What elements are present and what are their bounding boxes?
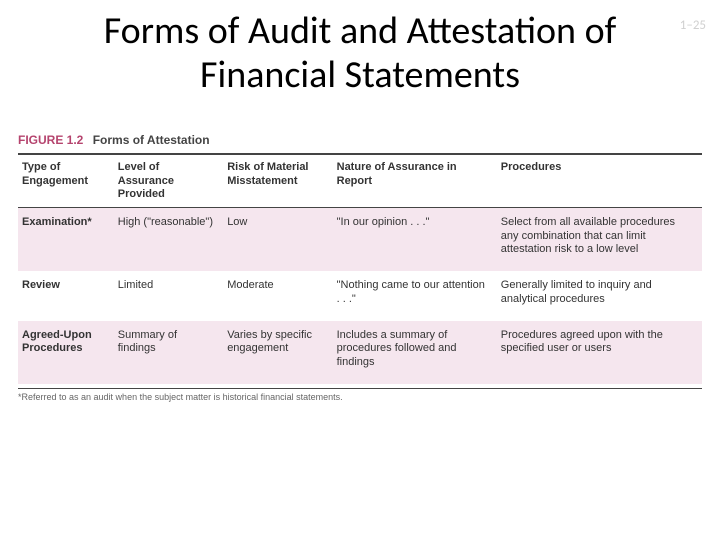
cell-nature: "Nothing came to our attention . . ." — [333, 271, 497, 321]
cell-level: High ("reasonable") — [114, 207, 223, 271]
col-header-risk: Risk of Material Misstatement — [223, 154, 332, 207]
cell-nature: "In our opinion . . ." — [333, 207, 497, 271]
figure-caption: FIGURE 1.2 Forms of Attestation — [18, 133, 702, 147]
cell-nature: Includes a summary of procedures followe… — [333, 321, 497, 384]
attestation-table: Type of Engagement Level of Assurance Pr… — [18, 153, 702, 384]
col-header-level: Level of Assurance Provided — [114, 154, 223, 207]
figure-number: FIGURE 1.2 — [18, 133, 83, 147]
table-header-row: Type of Engagement Level of Assurance Pr… — [18, 154, 702, 207]
cell-risk: Low — [223, 207, 332, 271]
figure-title: Forms of Attestation — [93, 133, 210, 147]
cell-type: Examination* — [18, 207, 114, 271]
page-number: 1–25 — [680, 18, 706, 33]
cell-type: Review — [18, 271, 114, 321]
cell-proc: Procedures agreed upon with the specifie… — [497, 321, 702, 384]
table-row: Review Limited Moderate "Nothing came to… — [18, 271, 702, 321]
cell-proc: Generally limited to inquiry and analyti… — [497, 271, 702, 321]
figure-footnote: *Referred to as an audit when the subjec… — [18, 388, 702, 402]
cell-type: Agreed-Upon Procedures — [18, 321, 114, 384]
slide-title: Forms of Audit and Attestation of Financ… — [40, 10, 680, 97]
col-header-nature: Nature of Assurance in Report — [333, 154, 497, 207]
col-header-proc: Procedures — [497, 154, 702, 207]
cell-risk: Varies by specific engagement — [223, 321, 332, 384]
table-row: Agreed-Upon Procedures Summary of findin… — [18, 321, 702, 384]
cell-level: Summary of findings — [114, 321, 223, 384]
cell-proc: Select from all available procedures any… — [497, 207, 702, 271]
cell-risk: Moderate — [223, 271, 332, 321]
cell-level: Limited — [114, 271, 223, 321]
col-header-type: Type of Engagement — [18, 154, 114, 207]
figure-attestation-forms: FIGURE 1.2 Forms of Attestation Type of … — [18, 133, 702, 402]
table-row: Examination* High ("reasonable") Low "In… — [18, 207, 702, 271]
